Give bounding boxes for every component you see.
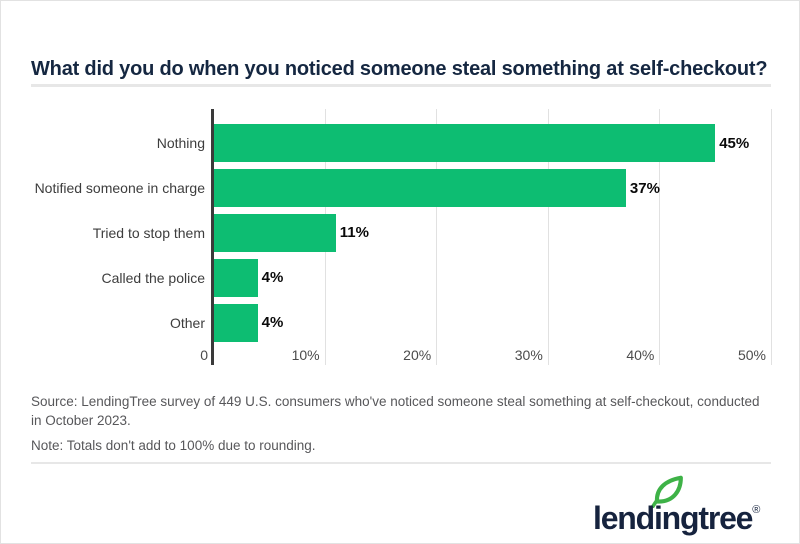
category-label: Notified someone in charge bbox=[34, 180, 205, 197]
bar-track: 37% bbox=[213, 169, 771, 208]
bar-track: 4% bbox=[213, 258, 771, 297]
bar-row: Nothing 45% bbox=[31, 121, 771, 166]
bar bbox=[213, 258, 258, 297]
y-axis-line bbox=[211, 109, 214, 365]
x-tick-label: 0 bbox=[200, 347, 208, 363]
gridline bbox=[436, 109, 438, 365]
bar-value-label: 4% bbox=[261, 269, 284, 287]
page-title: What did you do when you noticed someone… bbox=[31, 58, 768, 81]
logo-word: lendingtree bbox=[593, 500, 753, 536]
bar-track: 11% bbox=[213, 213, 771, 252]
bar bbox=[213, 169, 626, 208]
x-tick-label: 20% bbox=[403, 347, 432, 363]
leaf-icon bbox=[650, 475, 683, 508]
logo-wordmark: lendingtree® bbox=[593, 500, 760, 537]
category-label: Other bbox=[169, 314, 205, 331]
bar-row: Other 4% bbox=[31, 300, 771, 345]
gridline bbox=[547, 109, 549, 365]
bar-value-label: 37% bbox=[629, 179, 660, 197]
category-label: Nothing bbox=[156, 135, 205, 152]
registered-trademark: ® bbox=[752, 504, 761, 516]
bar-row: Notified someone in charge 37% bbox=[31, 166, 771, 211]
bar bbox=[213, 124, 716, 163]
source-note: Source: LendingTree survey of 449 U.S. c… bbox=[31, 394, 760, 428]
bar-value-label: 11% bbox=[339, 224, 369, 242]
category-label: Tried to stop them bbox=[92, 224, 205, 241]
gridline bbox=[771, 109, 772, 365]
footer-divider bbox=[31, 462, 771, 464]
x-tick-label: 10% bbox=[291, 347, 320, 363]
bar-row: Tried to stop them 11% bbox=[31, 211, 771, 256]
x-tick-label: 30% bbox=[514, 347, 543, 363]
category-label: Called the police bbox=[101, 269, 205, 286]
x-tick-label: 50% bbox=[737, 347, 766, 363]
bar-track: 45% bbox=[213, 124, 771, 163]
x-tick-label: 40% bbox=[626, 347, 655, 363]
bar-value-label: 45% bbox=[719, 134, 750, 152]
gridline bbox=[659, 109, 661, 365]
chart-footnotes: Source: LendingTree survey of 449 U.S. c… bbox=[31, 392, 771, 461]
chart-rows: Nothing 45% Notified someone in charge 37% T… bbox=[31, 121, 771, 345]
bar-track: 4% bbox=[213, 303, 771, 342]
lendingtree-logo: lendingtree® bbox=[593, 475, 783, 537]
rounding-note: Note: Totals don't add to 100% due to ro… bbox=[31, 438, 316, 453]
bar-row: Called the police 4% bbox=[31, 255, 771, 300]
bar bbox=[213, 213, 336, 252]
bar bbox=[213, 303, 258, 342]
bar-chart: 0 10% 20% 30% 40% 50% Nothing 45% Notified some… bbox=[31, 109, 772, 365]
title-divider bbox=[31, 84, 771, 87]
bar-value-label: 4% bbox=[261, 314, 284, 332]
